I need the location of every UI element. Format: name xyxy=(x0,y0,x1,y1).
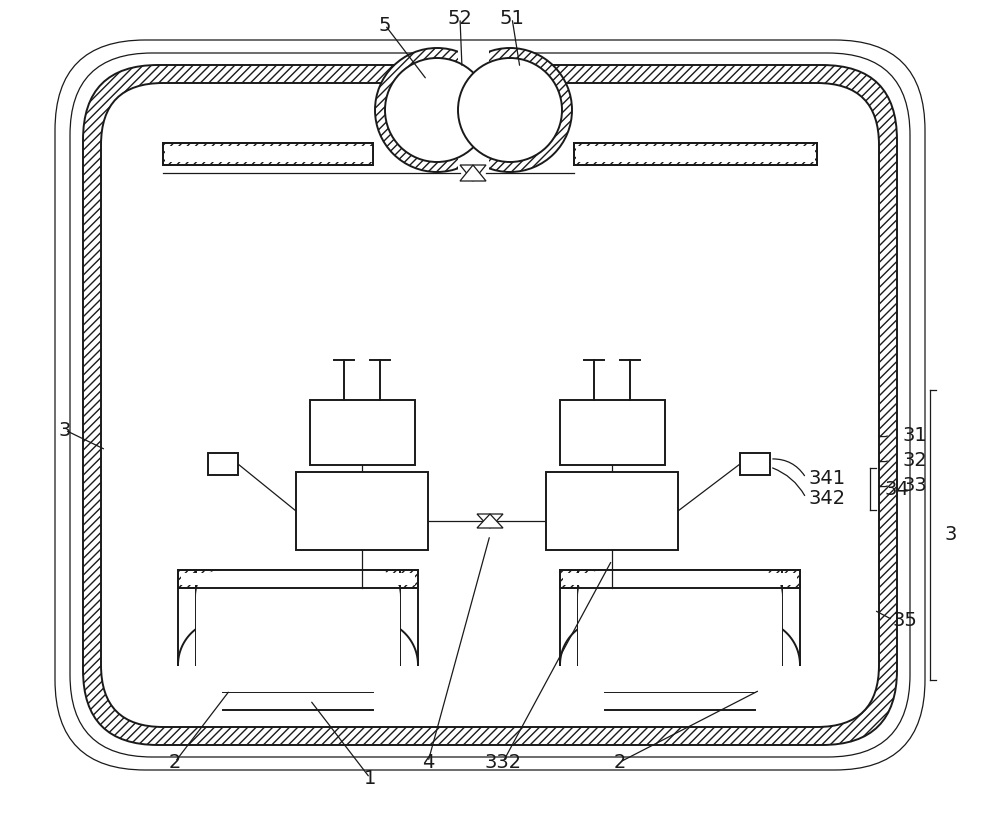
Bar xyxy=(560,400,665,465)
Text: 3: 3 xyxy=(945,525,957,545)
Text: 52: 52 xyxy=(448,8,472,28)
Polygon shape xyxy=(460,165,486,181)
Text: 1: 1 xyxy=(364,768,376,788)
Text: 332: 332 xyxy=(484,753,522,772)
Circle shape xyxy=(375,48,499,172)
Bar xyxy=(178,570,418,588)
Bar xyxy=(163,143,373,165)
Text: 32: 32 xyxy=(903,450,928,469)
Text: 4: 4 xyxy=(422,753,434,772)
Bar xyxy=(560,570,800,588)
Bar xyxy=(181,573,415,585)
Bar xyxy=(163,143,373,165)
Polygon shape xyxy=(477,514,503,528)
Polygon shape xyxy=(458,48,489,172)
Bar xyxy=(546,472,678,550)
Circle shape xyxy=(385,58,489,162)
Text: 341: 341 xyxy=(808,468,845,488)
Bar xyxy=(574,143,817,165)
FancyBboxPatch shape xyxy=(55,40,925,770)
Polygon shape xyxy=(477,514,503,528)
FancyBboxPatch shape xyxy=(578,570,782,692)
Bar xyxy=(165,146,373,162)
Text: 35: 35 xyxy=(893,611,918,629)
Text: 3: 3 xyxy=(59,420,71,440)
Circle shape xyxy=(448,48,572,172)
Text: 34: 34 xyxy=(885,480,910,498)
Text: 2: 2 xyxy=(614,753,626,772)
Text: 5: 5 xyxy=(379,15,391,34)
Text: 2: 2 xyxy=(169,753,181,772)
Text: 342: 342 xyxy=(808,489,845,507)
Bar xyxy=(740,453,770,475)
Bar xyxy=(296,472,428,550)
Bar xyxy=(563,573,797,585)
FancyBboxPatch shape xyxy=(83,65,897,745)
Bar xyxy=(576,146,815,162)
Bar xyxy=(560,570,800,588)
Bar xyxy=(208,453,238,475)
Circle shape xyxy=(458,58,562,162)
Bar xyxy=(574,143,817,165)
Bar xyxy=(310,400,415,465)
Text: 31: 31 xyxy=(903,425,928,445)
Text: 33: 33 xyxy=(903,476,928,494)
Polygon shape xyxy=(460,165,486,181)
FancyBboxPatch shape xyxy=(101,83,879,727)
FancyBboxPatch shape xyxy=(196,570,400,692)
Bar xyxy=(178,570,418,588)
Text: 51: 51 xyxy=(500,8,524,28)
